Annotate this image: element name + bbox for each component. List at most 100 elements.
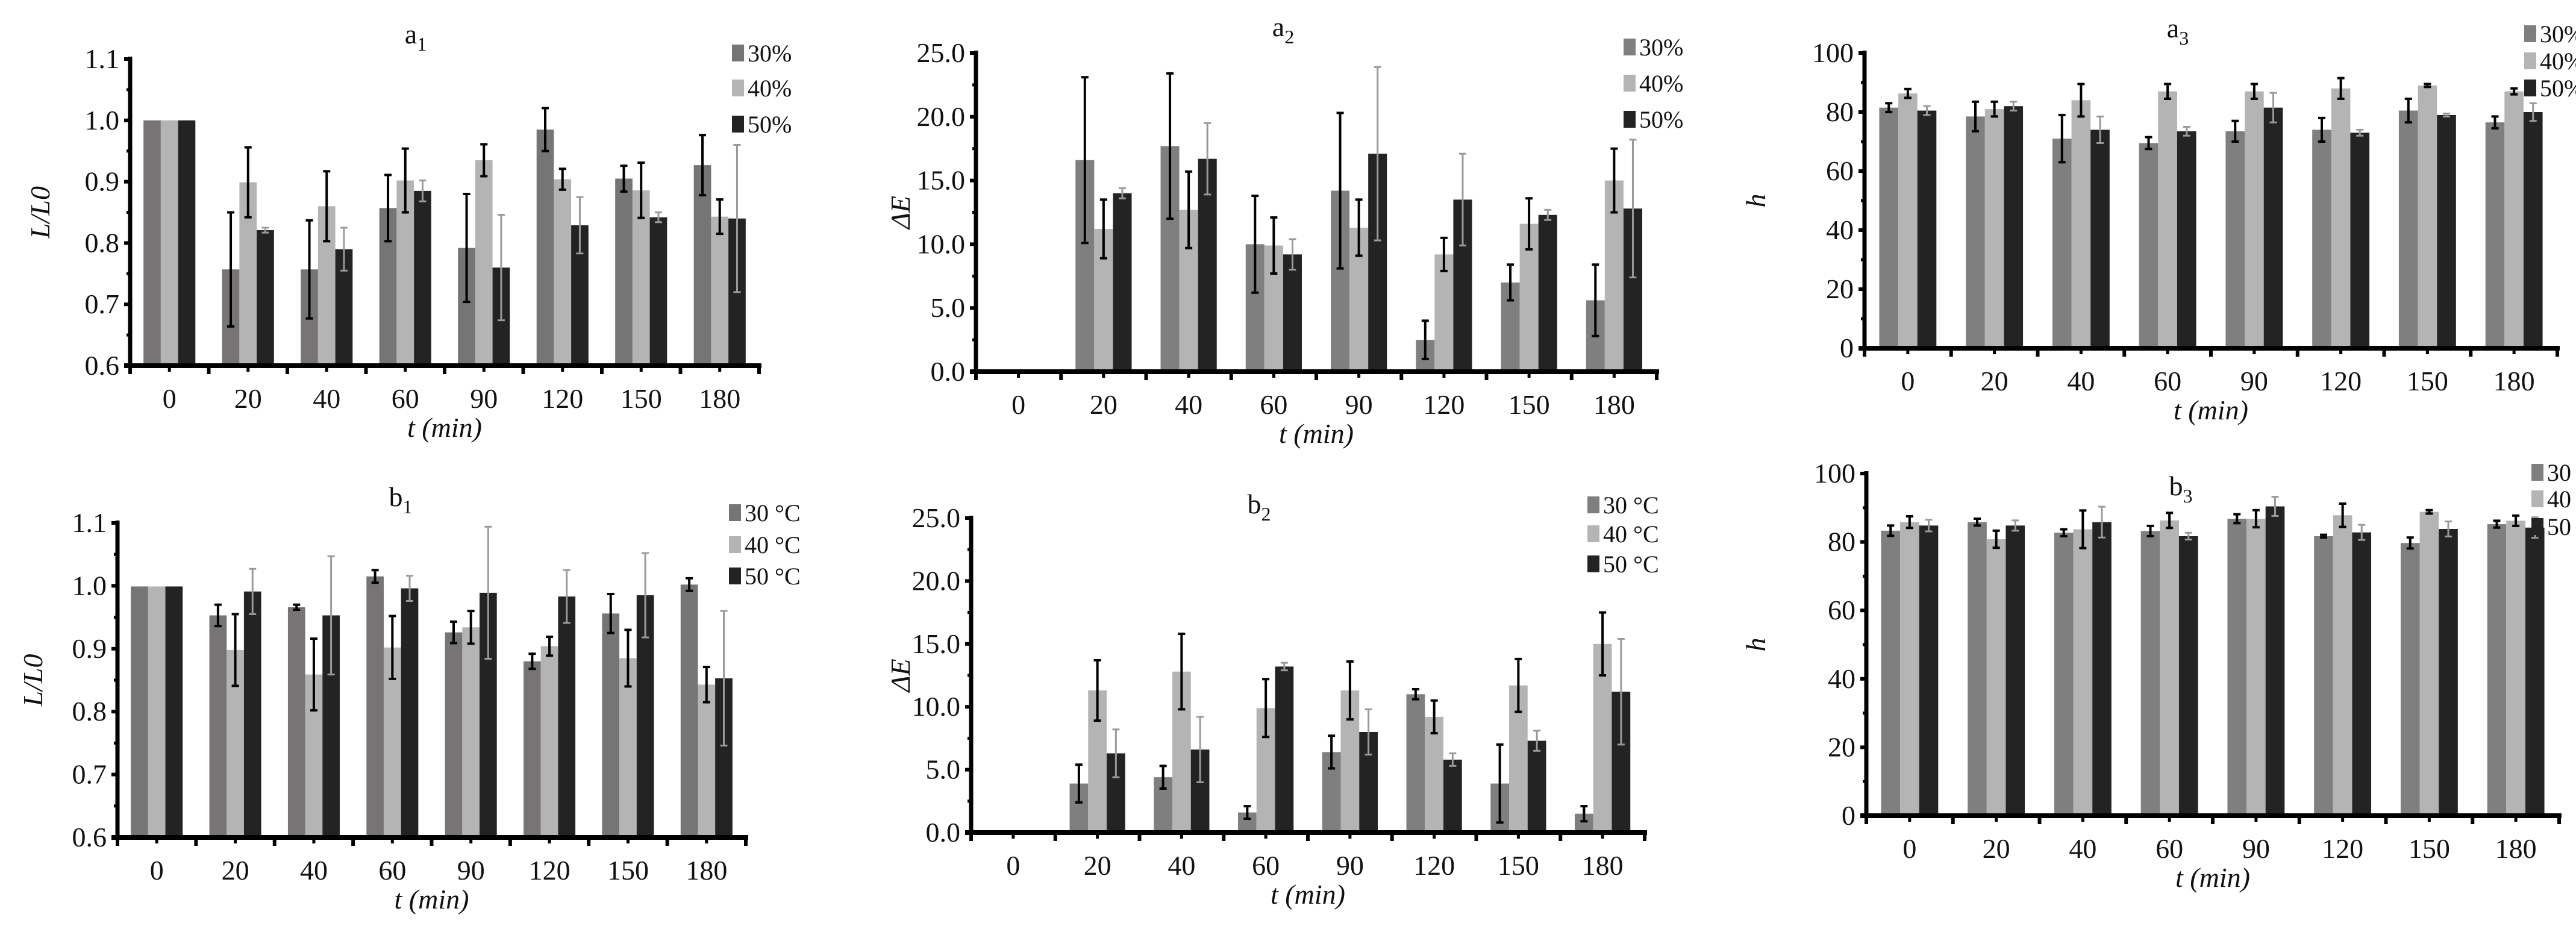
bar-b1-30C-180 [680,584,698,837]
bar-b2-50C-60 [1275,666,1294,833]
bar-a3-30-90 [2225,131,2245,348]
x-axis-label: t (min) [2175,862,2250,893]
y-tick-label: 25.0 [917,37,966,68]
bar-b3-30C-120 [2314,536,2333,816]
x-axis-label: t (min) [2174,395,2248,425]
bar-a3-30-0 [1879,107,1899,348]
y-tick-label: 20 [1828,731,1855,762]
legend-swatch [729,536,741,553]
y-axis-label: L/L0 [25,186,55,239]
bar-b1-30C-120 [524,661,541,837]
legend-label: 40% [2540,48,2576,75]
x-tick-label: 0 [150,855,164,886]
x-tick-label: 180 [2495,833,2537,864]
bar-b1-40C-180 [698,684,716,837]
x-tick-label: 180 [686,855,727,886]
x-tick-label: 120 [542,383,583,414]
legend-label: 40 °C [1603,521,1659,548]
x-axis-label: t (min) [395,884,469,915]
bar-b3-50C-40 [2092,522,2112,816]
bar-a1-50-0 [178,120,196,366]
bar-b3-40C-150 [2419,511,2439,816]
x-tick-label: 60 [2156,833,2183,864]
x-tick-label: 120 [1423,389,1465,420]
x-tick-label: 20 [1084,850,1111,881]
bar-a3-40-150 [2418,85,2437,348]
y-tick-label: 0.7 [85,289,120,319]
bar-a1-30-120 [536,130,554,366]
bar-b1-30C-20 [209,615,227,837]
bar-b3-50C-20 [2005,525,2025,816]
bar-a3-50-90 [2263,107,2283,348]
bar-b1-30C-60 [366,576,384,837]
x-tick-label: 150 [607,855,649,886]
panel-title-subscript: 1 [417,33,427,55]
bar-a3-50-60 [2177,131,2196,348]
y-tick-label: 100 [1812,37,1854,68]
x-tick-label: 90 [457,855,485,886]
bar-a3-30-120 [2312,130,2331,348]
x-tick-label: 0 [1011,389,1025,420]
panel-a2: a20.05.010.015.020.025.00 20 40 60 90 120 150 1… [885,11,1683,449]
bar-a3-40-90 [2245,91,2264,348]
x-tick-label: 180 [2493,366,2535,396]
bar-b3-40C-120 [2333,515,2352,816]
x-tick-label: 20 [1983,833,2010,864]
legend-swatch [729,568,741,584]
bar-b1-40C-150 [619,658,637,837]
bar-b3-50C-120 [2352,532,2372,816]
x-tick-label: 150 [1498,850,1539,881]
bar-a1-30-0 [143,120,161,366]
legend-swatch [2531,464,2543,481]
legend-swatch [1624,111,1636,128]
bar-b1-40C-0 [148,586,166,837]
bar-b3-50C-0 [1919,525,1939,816]
bar-a3-30-150 [2398,110,2418,349]
x-tick-label: 0 [163,383,177,414]
legend-label: 30 °C [745,499,801,527]
y-tick-label: 0.8 [85,227,120,258]
legend-swatch [2524,25,2536,42]
legend-label: 30% [1639,34,1683,61]
panel-title: a1 [405,19,427,55]
bar-a1-40-180 [711,216,729,366]
bar-b1-40C-120 [540,646,558,837]
legend-label: 50 °C [2547,513,2576,540]
y-tick-label: 0 [1840,333,1854,363]
x-tick-label: 90 [1336,850,1364,881]
x-tick-label: 90 [470,383,498,414]
y-tick-label: 0.9 [72,633,107,664]
bar-b3-50C-180 [2525,527,2545,816]
bar-b3-50C-90 [2265,506,2285,816]
x-tick-label: 120 [1413,850,1455,881]
y-tick-label: 0.9 [85,166,120,197]
panel-title-subscript: 2 [1284,26,1294,48]
bar-b3-30C-20 [1968,522,1987,816]
x-tick-label: 40 [1175,389,1202,420]
bar-a1-40-120 [554,179,572,366]
legend-swatch [1587,496,1599,513]
y-tick-label: 1.1 [85,43,120,74]
x-tick-label: 150 [621,383,662,414]
x-tick-label: 60 [2154,366,2181,396]
y-tick-label: 80 [1826,96,1854,127]
x-tick-label: 60 [392,383,419,414]
x-tick-label: 20 [1090,389,1118,420]
panel-a3: a3 0 20 40 60 80 100 0 20 40 60 90 120 150 180 t (min) h… [1740,13,2576,425]
bar-b3-40C-20 [1986,539,2006,816]
bar-a2-50-20 [1113,193,1132,372]
legend-swatch [2524,52,2536,69]
bar-b2-30C-120 [1406,694,1425,833]
bar-a1-30-150 [615,178,633,366]
y-tick-label: 5.0 [931,292,966,323]
panel-title-base: a [1272,11,1284,42]
legend-swatch [2524,80,2536,96]
y-tick-label: 25.0 [912,502,961,533]
x-tick-label: 120 [2320,366,2362,396]
panel-b2: b20.05.010.015.020.025.00 20 40 60 90 120 150 1… [885,489,1659,910]
x-tick-label: 60 [378,855,406,886]
y-tick-label: 15.0 [912,628,961,659]
legend-label: 50 °C [745,563,801,590]
bar-a3-30-40 [2052,139,2072,348]
